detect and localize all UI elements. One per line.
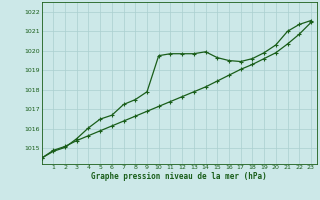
X-axis label: Graphe pression niveau de la mer (hPa): Graphe pression niveau de la mer (hPa) bbox=[91, 172, 267, 181]
